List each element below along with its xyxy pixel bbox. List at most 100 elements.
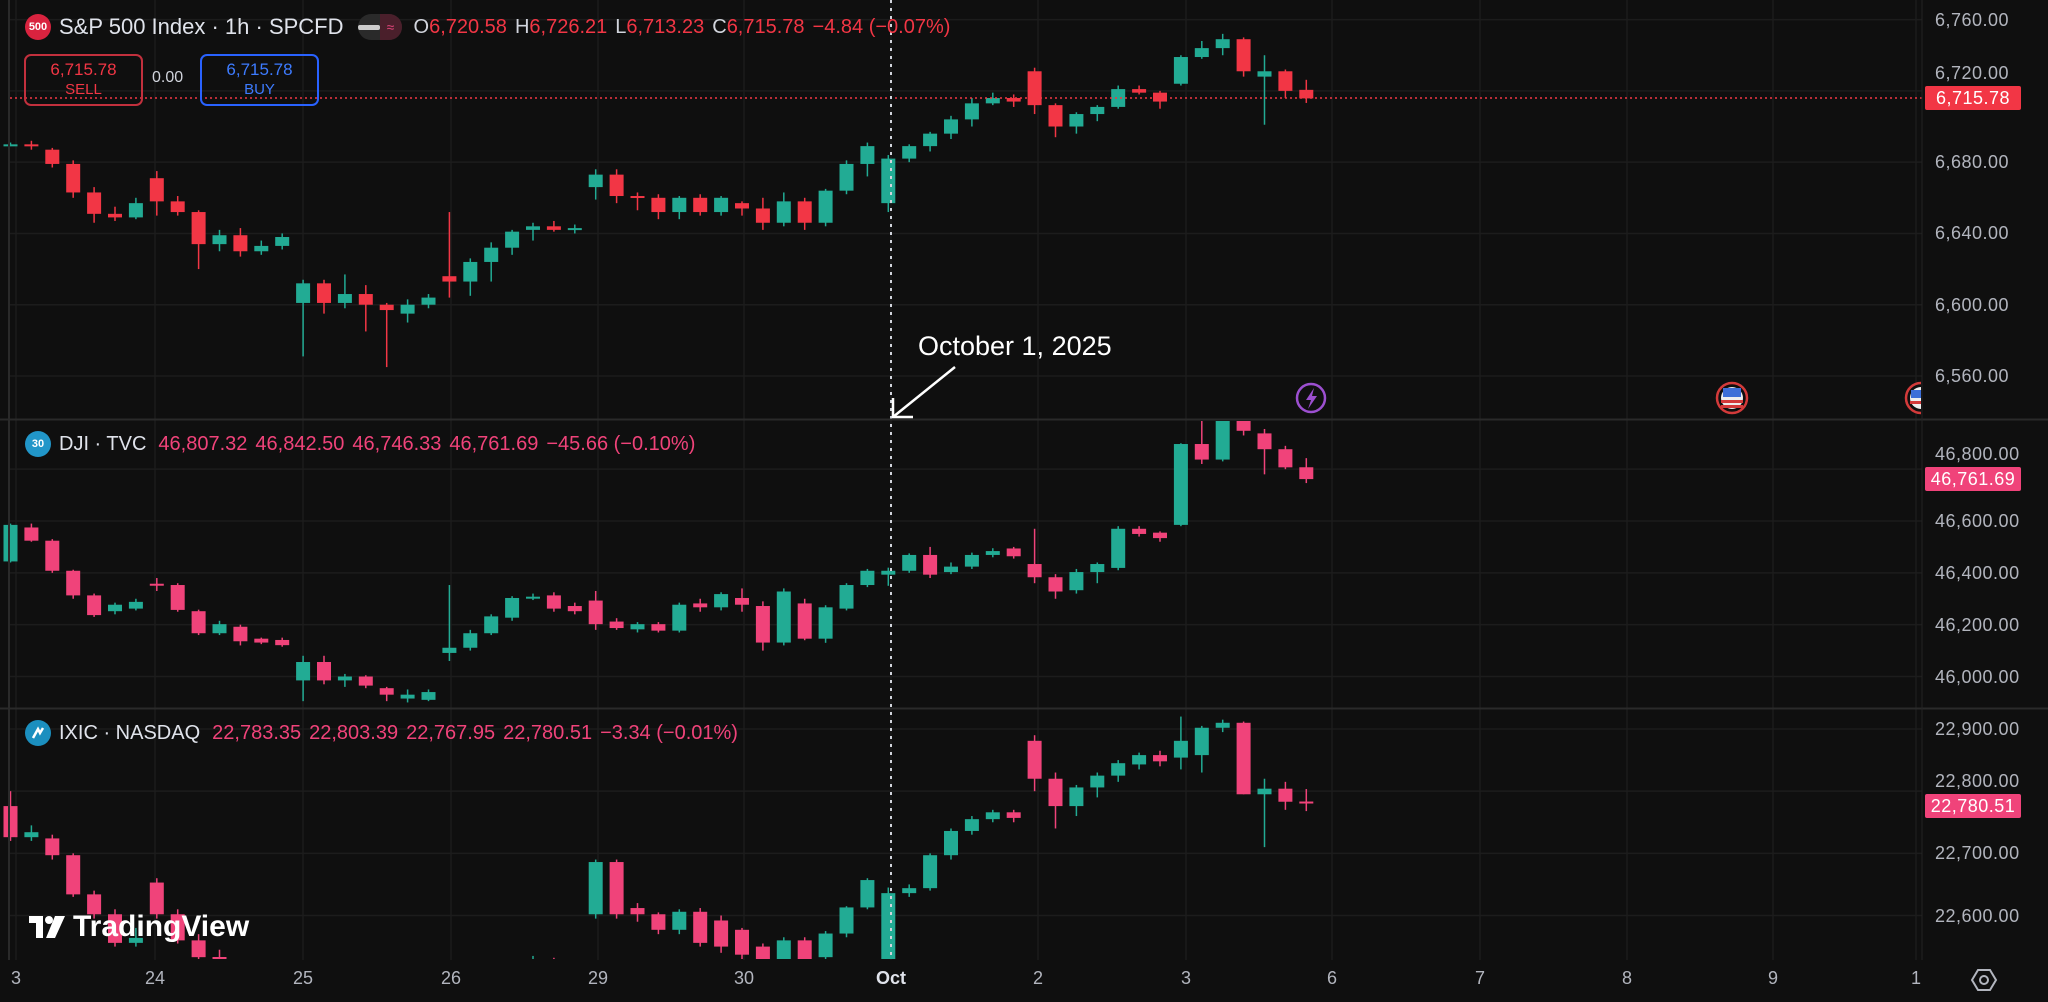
candle[interactable]	[170, 196, 185, 216]
candle[interactable]	[1132, 526, 1147, 537]
candle[interactable]	[630, 903, 645, 922]
candle[interactable]	[651, 194, 666, 220]
candle[interactable]	[1048, 772, 1063, 829]
us-flag-icon[interactable]	[1715, 381, 1749, 415]
candle[interactable]	[818, 188, 833, 227]
candle[interactable]	[3, 142, 18, 147]
candle[interactable]	[609, 618, 624, 630]
candle[interactable]	[233, 624, 248, 646]
lightning-icon[interactable]	[1295, 382, 1327, 414]
candle[interactable]	[66, 160, 81, 198]
candle[interactable]	[588, 169, 603, 200]
candle[interactable]	[3, 523, 18, 563]
candle[interactable]	[1006, 546, 1021, 559]
candle[interactable]	[839, 906, 854, 938]
candle[interactable]	[630, 192, 645, 211]
candle[interactable]	[985, 92, 1000, 106]
candle[interactable]	[1027, 67, 1042, 115]
candle[interactable]	[128, 927, 143, 947]
candle[interactable]	[87, 593, 102, 617]
candle[interactable]	[296, 279, 311, 357]
candle[interactable]	[505, 596, 520, 621]
annotation-arrow[interactable]	[891, 366, 956, 419]
candle[interactable]	[1027, 528, 1042, 584]
candle[interactable]	[1111, 760, 1126, 782]
candle[interactable]	[1278, 445, 1293, 470]
candle[interactable]	[714, 592, 729, 611]
candle[interactable]	[275, 233, 290, 250]
candle[interactable]	[1027, 735, 1042, 792]
candle[interactable]	[526, 593, 540, 601]
candle[interactable]	[1215, 421, 1230, 462]
candle[interactable]	[944, 562, 958, 575]
candle[interactable]	[254, 240, 269, 255]
candle[interactable]	[1111, 85, 1126, 109]
candle[interactable]	[672, 909, 687, 935]
candle[interactable]	[337, 274, 352, 309]
candle[interactable]	[630, 622, 645, 633]
candle[interactable]	[755, 601, 770, 651]
candle[interactable]	[1090, 562, 1105, 584]
candle[interactable]	[442, 585, 457, 661]
candle[interactable]	[985, 809, 1000, 823]
candle[interactable]	[860, 878, 875, 910]
candle[interactable]	[964, 552, 979, 569]
candle[interactable]	[1236, 721, 1251, 795]
candle[interactable]	[108, 206, 122, 221]
candle[interactable]	[776, 192, 791, 227]
candle[interactable]	[87, 187, 102, 223]
candle[interactable]	[797, 598, 812, 641]
candle[interactable]	[421, 294, 436, 309]
candle[interactable]	[1048, 103, 1063, 138]
candle[interactable]	[1173, 716, 1188, 770]
candle[interactable]	[964, 98, 979, 127]
candle[interactable]	[1048, 574, 1063, 599]
spx-title[interactable]: S&P 500 Index · 1h · SPCFD	[59, 14, 344, 39]
candle[interactable]	[797, 937, 812, 959]
candle[interactable]	[317, 655, 331, 685]
candle[interactable]	[1257, 778, 1272, 848]
candle[interactable]	[902, 884, 917, 897]
candle[interactable]	[651, 912, 666, 935]
candle[interactable]	[1090, 105, 1105, 122]
candle[interactable]	[45, 147, 60, 168]
candle[interactable]	[1173, 443, 1188, 527]
ixic-symbol-badge[interactable]	[25, 720, 51, 746]
candle[interactable]	[567, 224, 582, 234]
candle[interactable]	[212, 620, 227, 636]
settings-eye-icon[interactable]	[1970, 969, 1998, 991]
candle[interactable]	[1069, 568, 1084, 594]
candle[interactable]	[400, 689, 415, 703]
candle[interactable]	[1194, 421, 1209, 464]
candle[interactable]	[1215, 719, 1230, 733]
candle[interactable]	[881, 887, 896, 959]
candle[interactable]	[128, 197, 143, 220]
candle[interactable]	[1090, 772, 1105, 798]
candle[interactable]	[442, 212, 457, 298]
candle[interactable]	[191, 609, 206, 636]
candle[interactable]	[191, 934, 206, 959]
candle[interactable]	[1173, 55, 1188, 86]
candle[interactable]	[275, 637, 290, 647]
candle[interactable]	[1215, 33, 1230, 56]
candle[interactable]	[881, 155, 896, 213]
candle[interactable]	[1153, 90, 1167, 109]
candle[interactable]	[149, 878, 164, 919]
candle[interactable]	[985, 548, 1000, 558]
candle[interactable]	[505, 229, 520, 255]
candle[interactable]	[609, 169, 624, 204]
candle[interactable]	[944, 828, 958, 860]
candle[interactable]	[735, 588, 749, 612]
candle[interactable]	[24, 825, 39, 841]
candle[interactable]	[1236, 37, 1251, 77]
candle[interactable]	[212, 229, 227, 252]
candle[interactable]	[24, 140, 39, 150]
candle[interactable]	[66, 853, 81, 897]
ixic-title[interactable]: IXIC · NASDAQ	[59, 721, 201, 744]
candle[interactable]	[839, 160, 854, 195]
candle[interactable]	[546, 592, 561, 612]
candle[interactable]	[776, 588, 791, 646]
candle[interactable]	[484, 242, 499, 282]
candle[interactable]	[1153, 750, 1167, 767]
